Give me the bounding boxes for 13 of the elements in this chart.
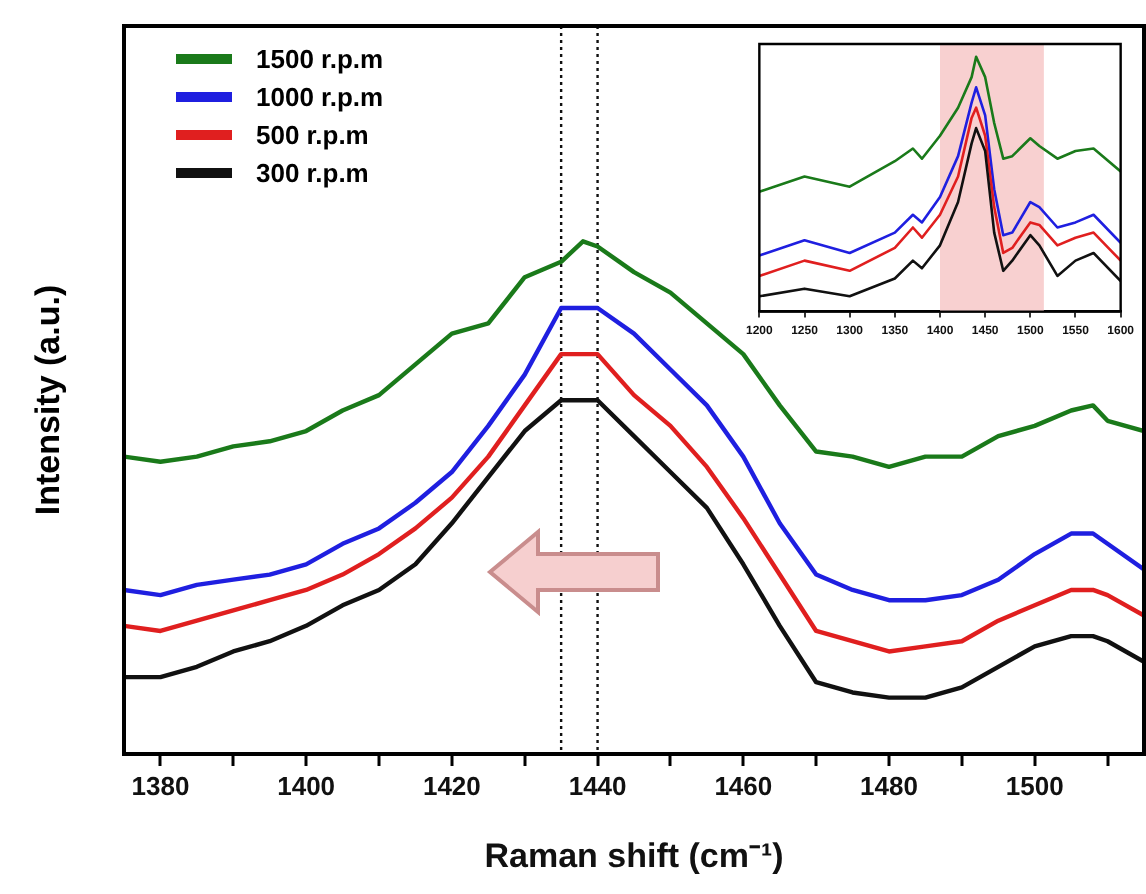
legend-label: 500 r.p.m	[256, 120, 369, 150]
x-tick-label: 1400	[277, 770, 336, 801]
x-axis-title: Raman shift (cm⁻¹)	[484, 836, 784, 875]
x-tick-label: 1480	[860, 770, 918, 801]
legend-label: 1000 r.p.m	[256, 82, 384, 112]
y-axis-title: Intensity (a.u.)	[28, 284, 69, 516]
x-tick-label: 1440	[568, 770, 627, 801]
x-tick-label: 1420	[422, 770, 481, 801]
x-tick-label: 1500	[1005, 770, 1064, 801]
legend-label: 300 r.p.m	[256, 158, 369, 188]
x-tick-label: 1380	[131, 770, 190, 801]
x-tick-label: 1460	[714, 770, 773, 801]
legend-label: 1500 r.p.m	[256, 44, 384, 74]
